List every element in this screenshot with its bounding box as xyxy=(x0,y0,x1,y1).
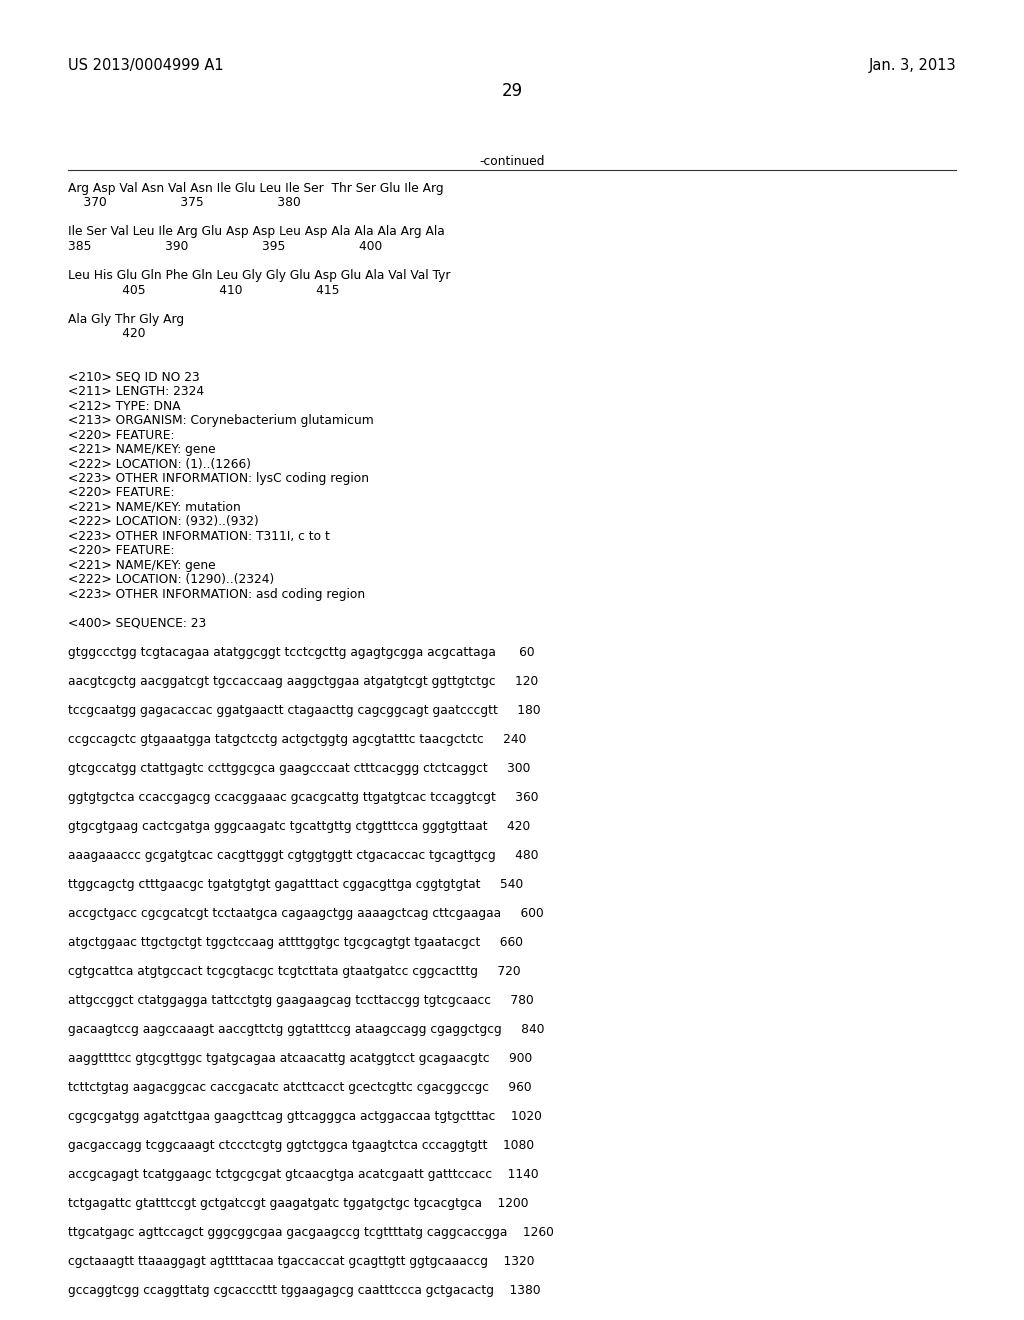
Text: Leu His Glu Gln Phe Gln Leu Gly Gly Glu Asp Glu Ala Val Val Tyr: Leu His Glu Gln Phe Gln Leu Gly Gly Glu … xyxy=(68,269,451,282)
Text: cgcgcgatgg agatcttgaa gaagcttcag gttcagggca actggaccaa tgtgctttac    1020: cgcgcgatgg agatcttgaa gaagcttcag gttcagg… xyxy=(68,1110,542,1123)
Text: <220> FEATURE:: <220> FEATURE: xyxy=(68,429,174,441)
Text: attgccggct ctatggagga tattcctgtg gaagaagcag tccttaccgg tgtcgcaacc     780: attgccggct ctatggagga tattcctgtg gaagaag… xyxy=(68,994,534,1007)
Text: aaagaaaccc gcgatgtcac cacgttgggt cgtggtggtt ctgacaccac tgcagttgcg     480: aaagaaaccc gcgatgtcac cacgttgggt cgtggtg… xyxy=(68,849,539,862)
Text: aaggttttcc gtgcgttggc tgatgcagaa atcaacattg acatggtcct gcagaacgtc     900: aaggttttcc gtgcgttggc tgatgcagaa atcaaca… xyxy=(68,1052,532,1065)
Text: gacaagtccg aagccaaagt aaccgttctg ggtatttccg ataagccagg cgaggctgcg     840: gacaagtccg aagccaaagt aaccgttctg ggtattt… xyxy=(68,1023,545,1036)
Text: <222> LOCATION: (1290)..(2324): <222> LOCATION: (1290)..(2324) xyxy=(68,573,274,586)
Text: tccgcaatgg gagacaccac ggatgaactt ctagaacttg cagcggcagt gaatcccgtt     180: tccgcaatgg gagacaccac ggatgaactt ctagaac… xyxy=(68,704,541,717)
Text: <220> FEATURE:: <220> FEATURE: xyxy=(68,487,174,499)
Text: <212> TYPE: DNA: <212> TYPE: DNA xyxy=(68,400,180,413)
Text: tctgagattc gtatttccgt gctgatccgt gaagatgatc tggatgctgc tgcacgtgca    1200: tctgagattc gtatttccgt gctgatccgt gaagatg… xyxy=(68,1197,528,1210)
Text: 29: 29 xyxy=(502,82,522,100)
Text: 420: 420 xyxy=(68,327,145,341)
Text: aacgtcgctg aacggatcgt tgccaccaag aaggctggaa atgatgtcgt ggttgtctgc     120: aacgtcgctg aacggatcgt tgccaccaag aaggctg… xyxy=(68,675,539,688)
Text: Ile Ser Val Leu Ile Arg Glu Asp Asp Leu Asp Ala Ala Ala Arg Ala: Ile Ser Val Leu Ile Arg Glu Asp Asp Leu … xyxy=(68,226,444,239)
Text: tcttctgtag aagacggcac caccgacatc atcttcacct gcectcgttc cgacggccgc     960: tcttctgtag aagacggcac caccgacatc atcttca… xyxy=(68,1081,531,1094)
Text: <210> SEQ ID NO 23: <210> SEQ ID NO 23 xyxy=(68,371,200,384)
Text: <221> NAME/KEY: mutation: <221> NAME/KEY: mutation xyxy=(68,502,241,513)
Text: cgtgcattca atgtgccact tcgcgtacgc tcgtcttata gtaatgatcc cggcactttg     720: cgtgcattca atgtgccact tcgcgtacgc tcgtctt… xyxy=(68,965,520,978)
Text: gccaggtcgg ccaggttatg cgcacccttt tggaagagcg caatttccca gctgacactg    1380: gccaggtcgg ccaggttatg cgcacccttt tggaaga… xyxy=(68,1284,541,1298)
Text: <222> LOCATION: (932)..(932): <222> LOCATION: (932)..(932) xyxy=(68,516,259,528)
Text: <221> NAME/KEY: gene: <221> NAME/KEY: gene xyxy=(68,444,216,455)
Text: <221> NAME/KEY: gene: <221> NAME/KEY: gene xyxy=(68,558,216,572)
Text: Arg Asp Val Asn Val Asn Ile Glu Leu Ile Ser  Thr Ser Glu Ile Arg: Arg Asp Val Asn Val Asn Ile Glu Leu Ile … xyxy=(68,182,443,195)
Text: gtggccctgg tcgtacagaa atatggcggt tcctcgcttg agagtgcgga acgcattaga      60: gtggccctgg tcgtacagaa atatggcggt tcctcgc… xyxy=(68,645,535,659)
Text: cgctaaagtt ttaaaggagt agttttacaa tgaccaccat gcagttgtt ggtgcaaaccg    1320: cgctaaagtt ttaaaggagt agttttacaa tgaccac… xyxy=(68,1255,535,1269)
Text: <222> LOCATION: (1)..(1266): <222> LOCATION: (1)..(1266) xyxy=(68,458,251,470)
Text: gtcgccatgg ctattgagtc ccttggcgca gaagcccaat ctttcacggg ctctcaggct     300: gtcgccatgg ctattgagtc ccttggcgca gaagccc… xyxy=(68,762,530,775)
Text: US 2013/0004999 A1: US 2013/0004999 A1 xyxy=(68,58,223,73)
Text: ttgcatgagc agttccagct gggcggcgaa gacgaagccg tcgttttatg caggcaccgga    1260: ttgcatgagc agttccagct gggcggcgaa gacgaag… xyxy=(68,1226,554,1239)
Text: <213> ORGANISM: Corynebacterium glutamicum: <213> ORGANISM: Corynebacterium glutamic… xyxy=(68,414,374,426)
Text: accgcagagt tcatggaagc tctgcgcgat gtcaacgtga acatcgaatt gatttccacc    1140: accgcagagt tcatggaagc tctgcgcgat gtcaacg… xyxy=(68,1168,539,1181)
Text: Ala Gly Thr Gly Arg: Ala Gly Thr Gly Arg xyxy=(68,313,184,326)
Text: accgctgacc cgcgcatcgt tcctaatgca cagaagctgg aaaagctcag cttcgaagaa     600: accgctgacc cgcgcatcgt tcctaatgca cagaagc… xyxy=(68,907,544,920)
Text: <223> OTHER INFORMATION: T311I, c to t: <223> OTHER INFORMATION: T311I, c to t xyxy=(68,531,330,543)
Text: 385                   390                   395                   400: 385 390 395 400 xyxy=(68,240,382,253)
Text: ggtgtgctca ccaccgagcg ccacggaaac gcacgcattg ttgatgtcac tccaggtcgt     360: ggtgtgctca ccaccgagcg ccacggaaac gcacgca… xyxy=(68,791,539,804)
Text: gtgcgtgaag cactcgatga gggcaagatc tgcattgttg ctggtttcca gggtgttaat     420: gtgcgtgaag cactcgatga gggcaagatc tgcattg… xyxy=(68,820,530,833)
Text: -continued: -continued xyxy=(479,154,545,168)
Text: atgctggaac ttgctgctgt tggctccaag attttggtgc tgcgcagtgt tgaatacgct     660: atgctggaac ttgctgctgt tggctccaag attttgg… xyxy=(68,936,523,949)
Text: <211> LENGTH: 2324: <211> LENGTH: 2324 xyxy=(68,385,204,399)
Text: gacgaccagg tcggcaaagt ctccctcgtg ggtctggca tgaagtctca cccaggtgtt    1080: gacgaccagg tcggcaaagt ctccctcgtg ggtctgg… xyxy=(68,1139,535,1152)
Text: <400> SEQUENCE: 23: <400> SEQUENCE: 23 xyxy=(68,616,206,630)
Text: Jan. 3, 2013: Jan. 3, 2013 xyxy=(868,58,956,73)
Text: ccgccagctc gtgaaatgga tatgctcctg actgctggtg agcgtatttc taacgctctc     240: ccgccagctc gtgaaatgga tatgctcctg actgctg… xyxy=(68,733,526,746)
Text: <223> OTHER INFORMATION: asd coding region: <223> OTHER INFORMATION: asd coding regi… xyxy=(68,587,366,601)
Text: ttggcagctg ctttgaacgc tgatgtgtgt gagatttact cggacgttga cggtgtgtat     540: ttggcagctg ctttgaacgc tgatgtgtgt gagattt… xyxy=(68,878,523,891)
Text: 370                   375                   380: 370 375 380 xyxy=(68,197,301,210)
Text: <223> OTHER INFORMATION: lysC coding region: <223> OTHER INFORMATION: lysC coding reg… xyxy=(68,473,369,484)
Text: <220> FEATURE:: <220> FEATURE: xyxy=(68,544,174,557)
Text: 405                   410                   415: 405 410 415 xyxy=(68,284,340,297)
